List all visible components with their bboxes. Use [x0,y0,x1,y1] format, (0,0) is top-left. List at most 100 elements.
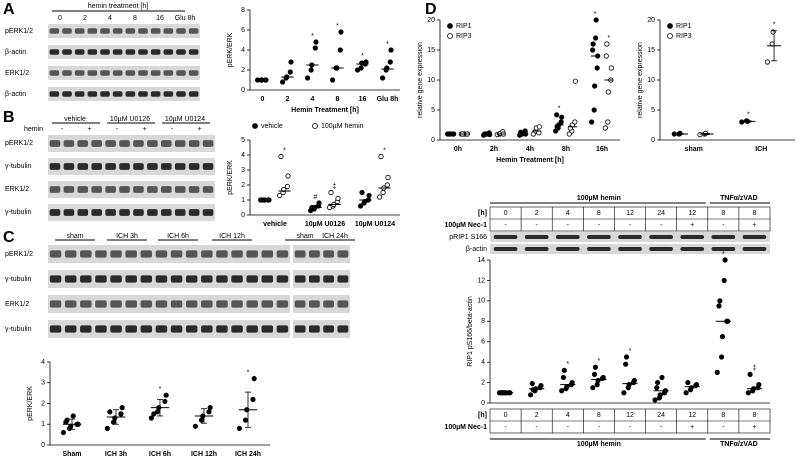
significance-mark: * [383,147,386,154]
legend-marker [447,33,453,39]
x-tick-label: Sham [62,451,81,458]
data-point [569,379,575,386]
blot-band [231,300,243,308]
y-tick-label: 2 [241,67,245,74]
table-cell: - [660,424,663,431]
blot-band [119,209,130,216]
blot-band [294,300,306,308]
group-label: ICH 24h [322,233,348,240]
blot-band [105,209,116,216]
data-point [64,417,70,423]
group-label: 10µM U0124 [165,116,205,123]
treatment-sign: + [142,126,146,133]
blot-band [174,140,186,147]
data-point [529,380,535,387]
blot-band [95,300,107,308]
blot-band [742,235,767,239]
table-cell: - [629,424,632,431]
data-point [589,119,595,125]
row-label: 100µM Nec-1 [444,424,487,431]
x-tick-label: ICH [755,146,767,153]
blot-band [49,140,61,147]
legend-label: 100µM hemin [321,123,364,130]
blot-band [133,186,144,193]
row-label: β-actin [5,91,26,98]
blot-background [48,135,215,152]
blot-band [62,70,72,76]
blot-band [261,300,274,308]
blot-band [80,275,92,283]
data-point [288,59,294,65]
blot-band [201,250,213,258]
significance-mark: * [361,53,364,60]
blot-band [170,300,183,308]
y-tick-label: 4 [41,359,45,366]
data-point [279,79,286,85]
blot-band [185,275,198,283]
table-cell: - [722,424,725,431]
data-point [329,77,336,83]
data-point [659,374,665,381]
table-cell: - [535,424,538,431]
table-cell: + [752,222,756,229]
blot-band [188,28,199,34]
row-label: pERK1/2 [5,28,33,35]
data-point [236,425,242,431]
legend-marker [312,123,318,129]
blot-band [63,209,75,216]
data-point [207,405,213,411]
row-label: 100µM Nec-1 [444,222,487,229]
blot-band [74,49,85,55]
x-tick-label: 4h [526,146,534,153]
table-cell: + [690,424,694,431]
blot-band [125,250,137,258]
data-point [756,382,762,388]
blot-band [524,235,549,239]
data-point [338,29,344,35]
significance-mark: * [159,386,162,393]
legend-label: RIP1 [676,23,692,30]
data-point [590,385,596,391]
legend-label: RIP1 [456,23,472,30]
blot-band [176,28,186,34]
blot-band [125,70,136,76]
data-point [604,41,610,47]
blot-band [105,163,116,170]
blot-band [323,275,335,283]
data-point [721,277,727,284]
blot-band [74,91,85,97]
blot-band [587,247,611,251]
data-point [276,192,283,199]
data-point [536,124,542,130]
blot-band [337,300,349,308]
y-tick-label: 1 [241,197,245,204]
blot-band [202,140,214,147]
significance-mark: * [607,35,610,42]
y-axis-label: relative gene expression [417,42,424,118]
table-cell: - [598,222,601,229]
blot-band [49,186,61,193]
data-point [745,390,751,396]
row-label: pERK1/2 [5,140,33,147]
table-cell: - [567,222,570,229]
y-tick-label: 4 [241,47,245,54]
blot-band [294,250,306,258]
blot-band [231,250,243,258]
data-point [594,382,600,388]
treatment-sign: + [197,126,201,133]
blot-band [308,325,320,333]
y-tick-label: 15 [427,47,435,54]
blot-band [246,300,258,308]
data-point [591,371,598,377]
data-point [387,59,393,65]
blot-band [119,186,130,193]
data-point [626,382,632,388]
blot-band [119,140,130,147]
blot-band [133,140,144,147]
blot-band [62,49,72,55]
lane-label: 8 [133,15,137,22]
blot-band [216,275,228,283]
x-tick-label: 2h [490,146,498,153]
blot-band [119,163,130,170]
y-axis-label: pERK/ERK [227,160,234,195]
